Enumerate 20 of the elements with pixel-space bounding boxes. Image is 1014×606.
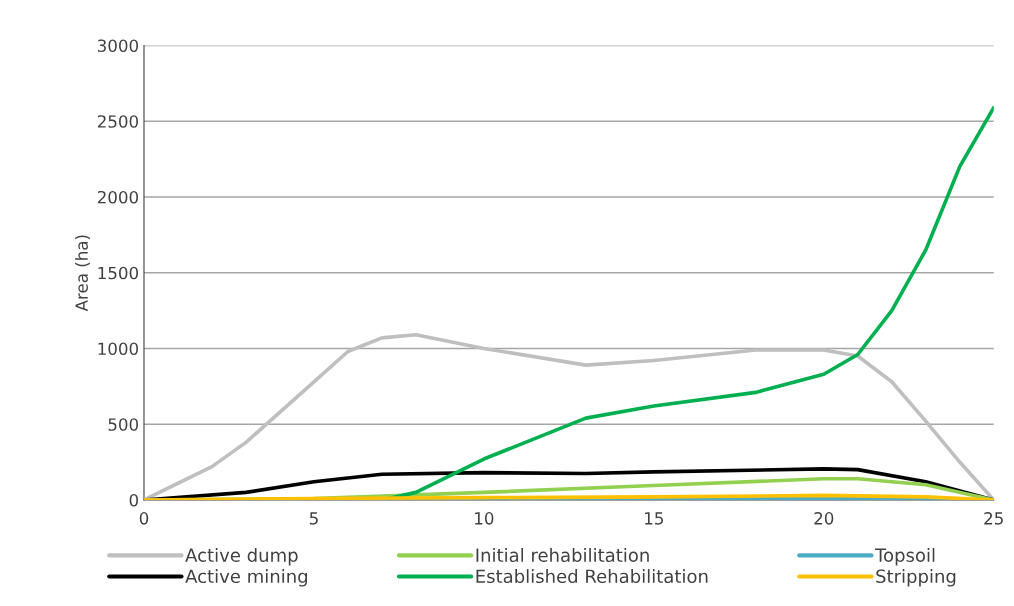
x-tick-label: 5 [309, 512, 318, 525]
y-axis-title: Area (ha) [75, 235, 90, 312]
x-tick-label: 10 [475, 512, 494, 525]
y-tick-label: 0 [129, 493, 139, 507]
x-tick-label: 15 [645, 512, 663, 525]
x-tick-label: 0 [139, 512, 149, 525]
legend-label: Active mining [185, 569, 308, 587]
y-tick-label: 1000 [98, 342, 139, 356]
legend-label: Initial rehabilitation [476, 548, 649, 562]
legend-label: Topsoil [875, 548, 935, 566]
y-tick-label: 2000 [97, 190, 139, 204]
legend-label: Active dump [185, 548, 298, 566]
y-tick-label: 2500 [97, 115, 139, 128]
y-tick-label: 3000 [97, 39, 139, 53]
y-tick-label: 500 [108, 418, 139, 431]
legend-label: Stripping [876, 569, 956, 587]
legend-label: Established Rehabilitation [476, 569, 708, 584]
x-tick-label: 25 [984, 512, 1003, 525]
y-tick-label: 1500 [98, 266, 139, 280]
x-tick-label: 20 [814, 512, 834, 525]
